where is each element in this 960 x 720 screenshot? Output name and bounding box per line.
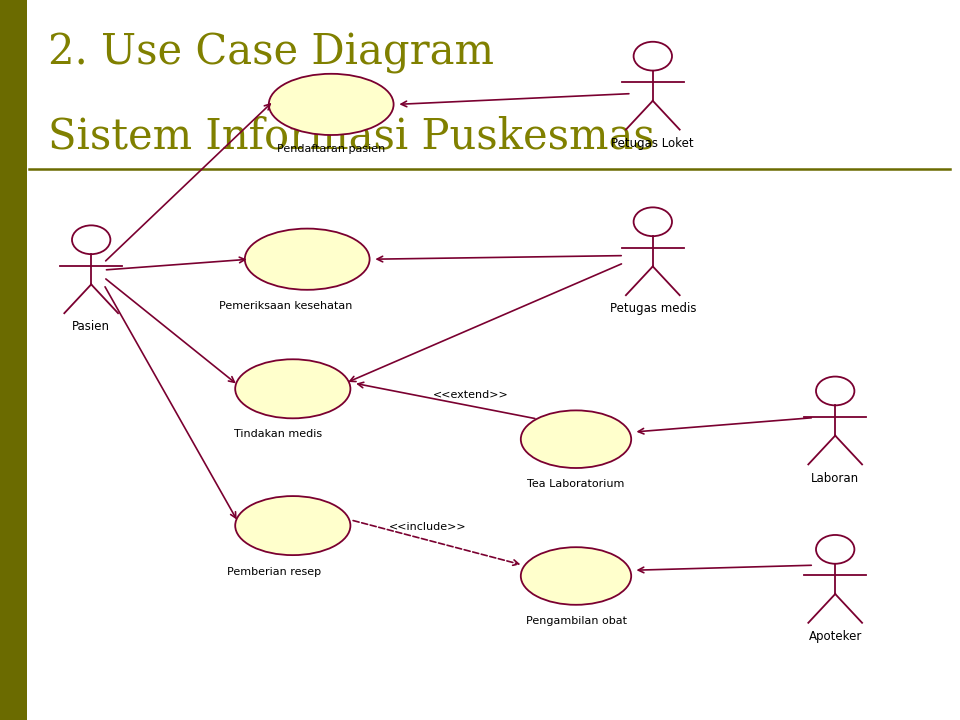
Ellipse shape [520, 547, 632, 605]
Text: Pasien: Pasien [72, 320, 110, 333]
Ellipse shape [235, 359, 350, 418]
Ellipse shape [269, 73, 394, 135]
Text: Petugas Loket: Petugas Loket [612, 137, 694, 150]
Ellipse shape [245, 228, 370, 289]
Text: Pemeriksaan kesehatan: Pemeriksaan kesehatan [220, 301, 352, 311]
Text: Apoteker: Apoteker [808, 630, 862, 643]
Text: <<include>>: <<include>> [389, 522, 466, 532]
Text: Laboran: Laboran [811, 472, 859, 485]
Text: Pengambilan obat: Pengambilan obat [525, 616, 627, 626]
Bar [0, 0, 27, 720]
Text: Sistem Informasi Puskesmas: Sistem Informasi Puskesmas [48, 115, 655, 157]
Ellipse shape [235, 496, 350, 555]
Ellipse shape [520, 410, 632, 468]
Text: Tea Laboratorium: Tea Laboratorium [527, 479, 625, 489]
Text: 2. Use Case Diagram: 2. Use Case Diagram [48, 32, 494, 74]
Text: Tindakan medis: Tindakan medis [234, 429, 323, 439]
Text: Pemberian resep: Pemberian resep [227, 567, 321, 577]
Text: Petugas medis: Petugas medis [610, 302, 696, 315]
Text: Pendaftaran pasien: Pendaftaran pasien [277, 144, 385, 154]
Text: <<extend>>: <<extend>> [433, 390, 508, 400]
